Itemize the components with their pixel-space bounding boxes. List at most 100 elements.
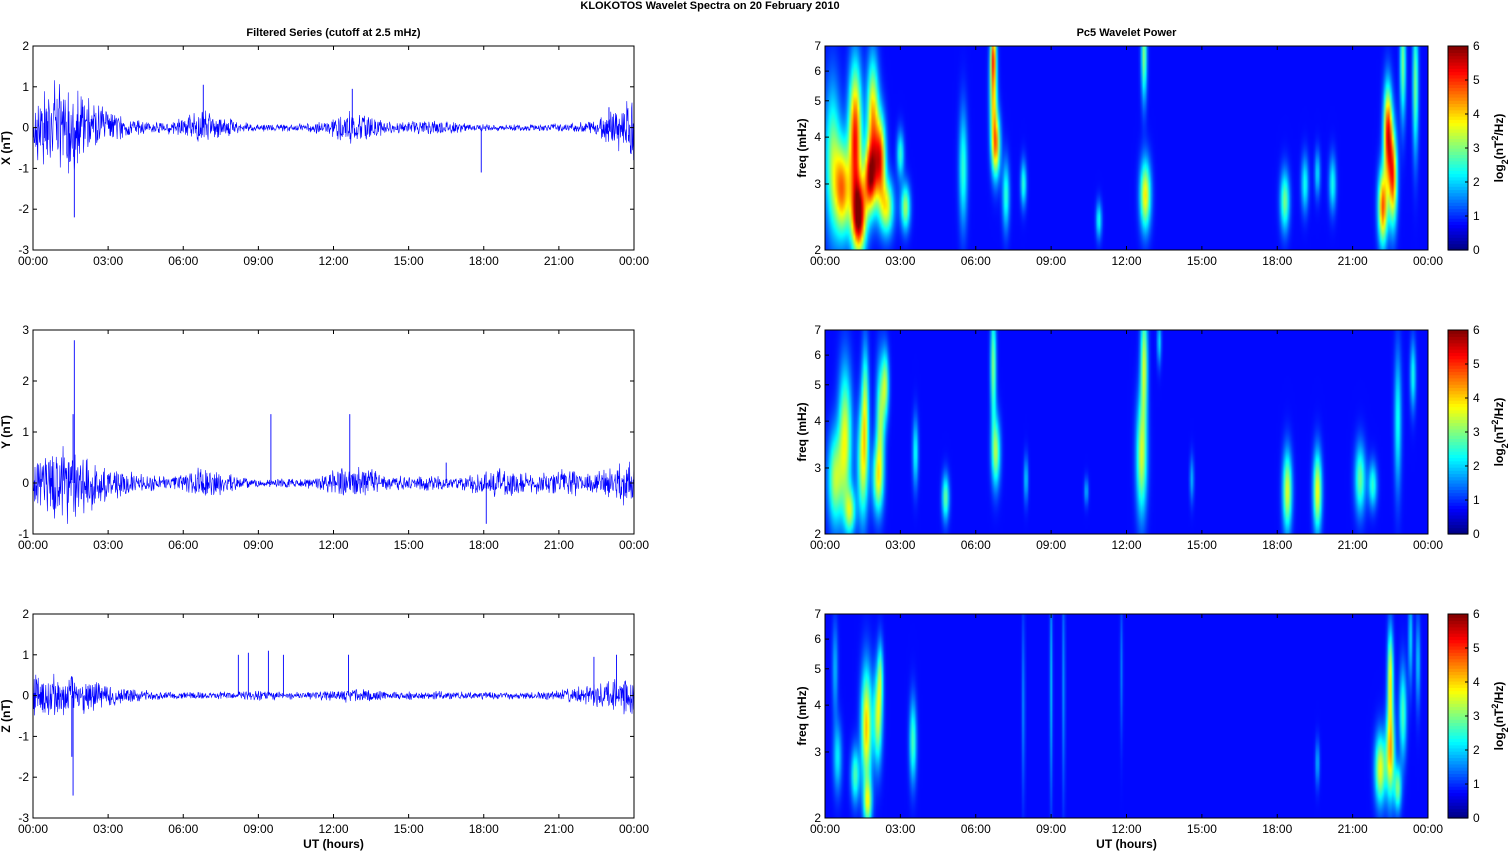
colorbar-swatch (1448, 725, 1468, 730)
y-tick-label: 1 (22, 80, 29, 94)
colorbar-tick-label: 3 (1473, 141, 1480, 155)
y-axis-label: Y (nT) (0, 415, 13, 449)
x-tick-label: 15:00 (1187, 254, 1217, 268)
colorbar-swatch (1448, 795, 1468, 800)
colorbar-tick-label: 4 (1473, 675, 1480, 689)
colorbar-label-part: (nT (1492, 140, 1506, 159)
x-tick-label: 12:00 (318, 538, 348, 552)
colorbar-swatch (1448, 46, 1468, 50)
colorbar-swatch (1448, 381, 1468, 385)
colorbar-swatch (1448, 416, 1468, 420)
x-tick-label: 06:00 (961, 254, 991, 268)
colorbar-swatch (1448, 246, 1468, 251)
colorbar-label-part: (nT (1492, 424, 1506, 443)
colorbar-swatch (1448, 218, 1468, 222)
colorbar-swatch (1448, 677, 1468, 682)
plot-area (33, 330, 634, 534)
x-tick-label: 03:00 (885, 822, 915, 836)
colorbar-swatch (1448, 655, 1468, 660)
colorbar-swatch (1448, 642, 1468, 647)
colorbar-swatch (1448, 514, 1468, 519)
colorbar-swatch (1448, 744, 1468, 749)
colorbar-swatch (1448, 352, 1468, 357)
colorbar-swatch (1448, 390, 1468, 395)
colorbar-swatch (1448, 116, 1468, 120)
x-tick-label: 12:00 (318, 254, 348, 268)
y-tick-label: 2 (22, 607, 29, 621)
colorbar-swatch (1448, 633, 1468, 637)
x-tick-label: 06:00 (168, 538, 198, 552)
colorbar-swatch (1448, 661, 1468, 666)
colorbar-label-part: 2 (1500, 159, 1510, 164)
colorbar-tick-label: 0 (1473, 243, 1480, 257)
colorbar-swatch (1448, 227, 1468, 232)
colorbar-swatch (1448, 626, 1468, 631)
y-tick-label: 1 (22, 648, 29, 662)
colorbar-swatch (1448, 125, 1468, 130)
y-tick-label: 2 (22, 39, 29, 53)
y-tick-label: 2 (814, 243, 821, 257)
y-axis-label: freq (mHz) (795, 686, 809, 745)
colorbar-swatch (1448, 502, 1468, 506)
colorbar-swatch (1448, 706, 1468, 711)
colorbar-tick-label: 1 (1473, 493, 1480, 507)
colorbar-label-part: (nT (1492, 708, 1506, 727)
x-axis-label: UT (hours) (303, 837, 364, 851)
colorbar-swatch (1448, 792, 1468, 797)
colorbar-swatch (1448, 119, 1468, 124)
colorbar-swatch (1448, 81, 1468, 85)
colorbar-swatch (1448, 425, 1468, 430)
colorbar-tick-label: 2 (1473, 175, 1480, 189)
x-tick-label: 00:00 (810, 254, 840, 268)
colorbar-label-part: /Hz) (1492, 682, 1506, 704)
colorbar-swatch (1448, 779, 1468, 784)
colorbar-label-part: 2 (1490, 136, 1500, 141)
x-tick-label: 00:00 (810, 538, 840, 552)
colorbar-swatch (1448, 805, 1468, 810)
colorbar-swatch (1448, 330, 1468, 334)
x-tick-label: 18:00 (1262, 254, 1292, 268)
x-tick-label: 18:00 (469, 254, 499, 268)
series-line (32, 80, 635, 174)
colorbar-swatch (1448, 645, 1468, 650)
x-tick-label: 00:00 (18, 822, 48, 836)
colorbar-swatch (1448, 722, 1468, 727)
colorbar-swatch (1448, 696, 1468, 701)
y-tick-label: 3 (814, 745, 821, 759)
colorbar-swatch (1448, 77, 1468, 82)
colorbar-swatch (1448, 384, 1468, 388)
x-tick-label: 15:00 (394, 254, 424, 268)
colorbar-swatch (1448, 87, 1468, 92)
colorbar-swatch (1448, 814, 1468, 819)
x-tick-label: 00:00 (1413, 538, 1443, 552)
colorbar-label-part: 2 (1490, 704, 1500, 709)
y-tick-label: -1 (18, 729, 29, 743)
colorbar-label-part: log (1492, 732, 1506, 750)
colorbar-tick-label: 5 (1473, 641, 1480, 655)
x-tick-label: 06:00 (168, 254, 198, 268)
colorbar-swatch (1448, 738, 1468, 743)
colorbar-swatch (1448, 176, 1468, 181)
colorbar-swatch (1448, 422, 1468, 427)
colorbar-label-part: log (1492, 164, 1506, 182)
colorbar-swatch (1448, 409, 1468, 414)
colorbar-label-part: /Hz) (1492, 114, 1506, 136)
colorbar-swatch (1448, 479, 1468, 484)
colorbar-swatch (1448, 674, 1468, 679)
x-axis-label: UT (hours) (1096, 837, 1157, 851)
colorbar-swatch (1448, 776, 1468, 781)
x-tick-label: 15:00 (394, 538, 424, 552)
x-tick-label: 00:00 (810, 822, 840, 836)
colorbar-swatch (1448, 457, 1468, 462)
colorbar-swatch (1448, 680, 1468, 685)
y-tick-label: 4 (814, 130, 821, 144)
x-tick-label: 06:00 (168, 822, 198, 836)
colorbar-swatch (1448, 412, 1468, 417)
colorbar-swatch (1448, 658, 1468, 663)
y-tick-label: 3 (22, 323, 29, 337)
colorbar-swatch (1448, 524, 1468, 529)
x-tick-label: 00:00 (1413, 822, 1443, 836)
colorbar-swatch (1448, 170, 1468, 175)
colorbar-swatch (1448, 160, 1468, 165)
y-tick-label: 5 (814, 378, 821, 392)
